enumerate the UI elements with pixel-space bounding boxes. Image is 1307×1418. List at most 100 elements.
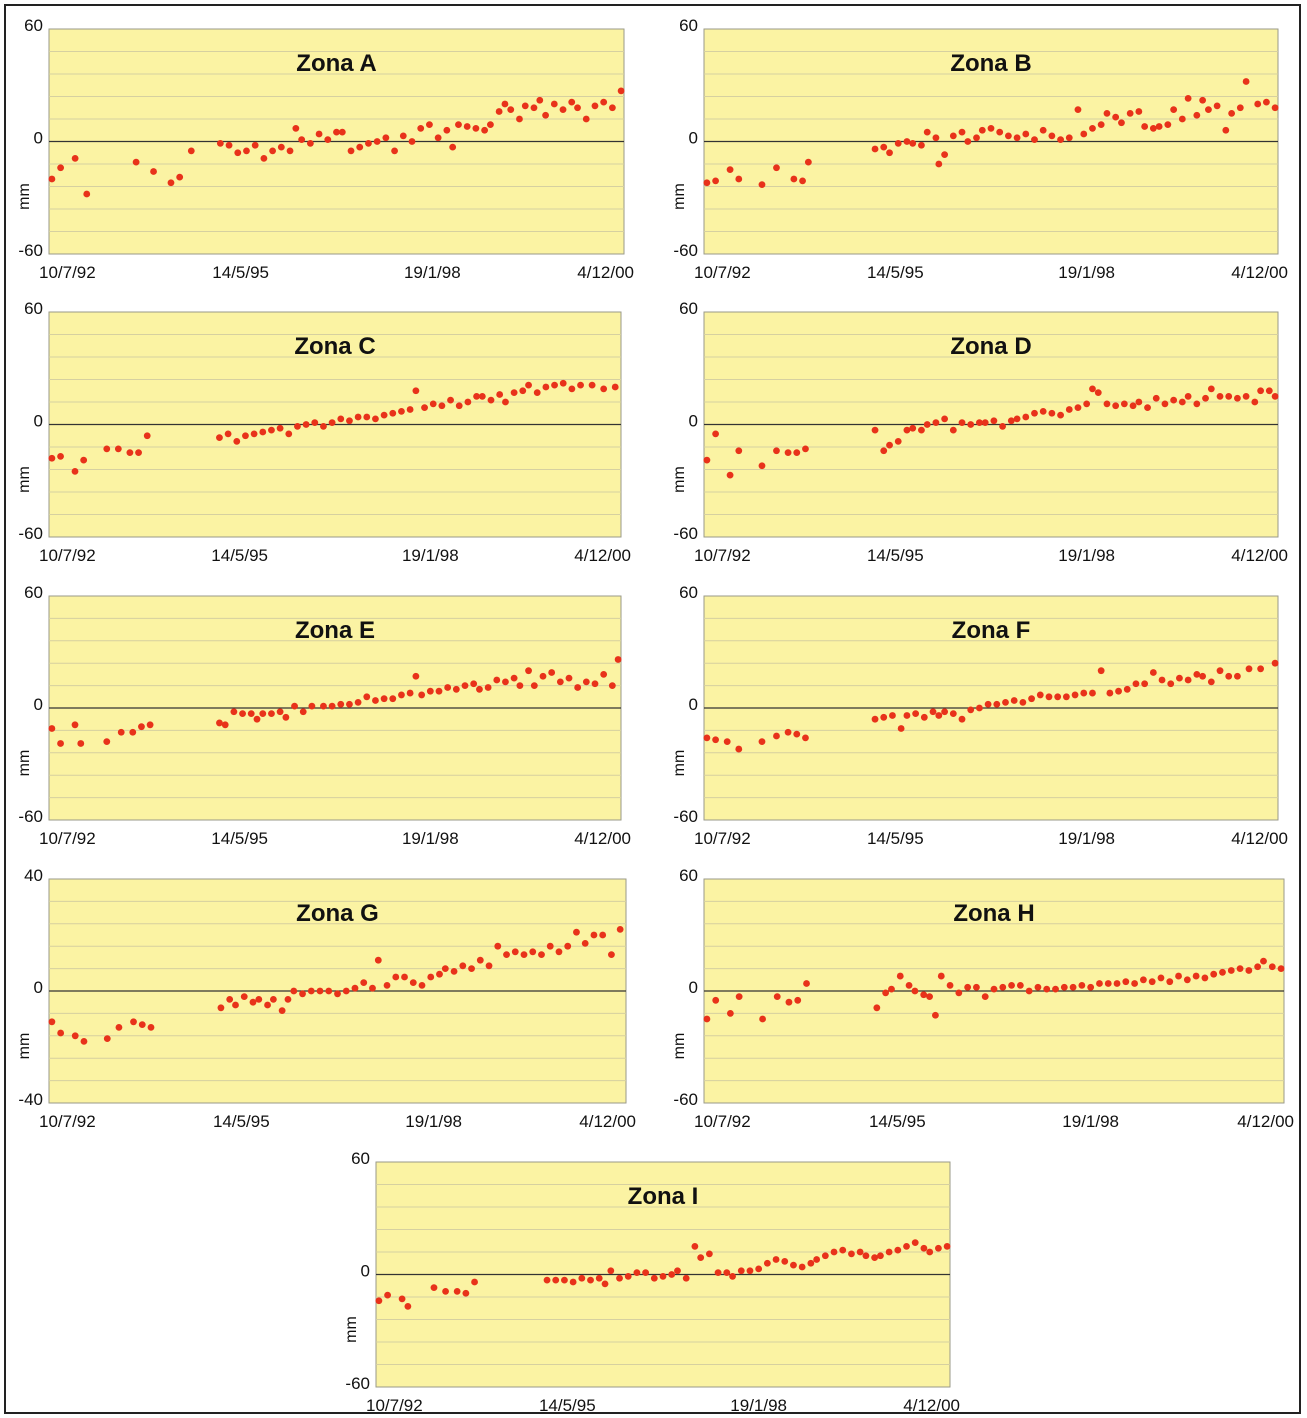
zona-e-data-point <box>461 682 469 689</box>
zona-b-data-point <box>804 158 812 166</box>
zona-g-data-point <box>103 1035 111 1042</box>
zona-b-data-point <box>978 126 986 134</box>
zona-g-data-point <box>520 951 528 958</box>
zona-c-data-point <box>551 381 558 389</box>
zona-d-data-point <box>1135 398 1143 406</box>
zona-i-data-point <box>885 1248 893 1256</box>
zona-a-data-point <box>225 141 233 149</box>
zona-d-data-point <box>1251 398 1259 406</box>
zona-f-data-point <box>1097 667 1105 675</box>
zona-g-x-tick-label: 4/12/00 <box>579 1112 636 1131</box>
zona-b-data-point <box>1112 113 1120 121</box>
zona-b-y-tick-label: 60 <box>679 16 698 35</box>
zona-h-y-tick-label: -60 <box>673 1090 698 1109</box>
zona-i-data-point <box>862 1252 870 1260</box>
zona-c-data-point <box>276 424 284 432</box>
zona-a-data-point <box>347 147 355 155</box>
zona-d-data-point <box>1184 392 1192 400</box>
zona-i-x-tick-label: 19/1/98 <box>730 1396 787 1415</box>
zona-c-data-point <box>568 385 576 393</box>
zona-d-data-point <box>999 422 1006 430</box>
zona-b-data-point <box>1103 109 1111 117</box>
zona-i-data-point <box>790 1261 797 1269</box>
zona-e-y-axis-label: mm <box>16 750 33 777</box>
zona-i-data-point <box>697 1254 705 1262</box>
zona-a-data-point <box>356 143 364 151</box>
zona-h-data-point <box>1008 982 1015 989</box>
zona-h-x-tick-label: 4/12/00 <box>1237 1112 1294 1131</box>
zona-h-data-point <box>896 972 904 980</box>
zona-a-data-point <box>501 100 509 108</box>
zona-a-data-point <box>487 121 494 129</box>
zona-d-data-point <box>1242 392 1250 400</box>
zona-i-data-point <box>561 1276 568 1284</box>
zona-i-data-point <box>755 1265 763 1273</box>
zona-h-y-tick-label: 60 <box>679 866 698 885</box>
zona-e-data-point <box>247 710 255 717</box>
zona-d-data-point <box>784 449 792 457</box>
zona-e-y-tick-label: -60 <box>18 807 43 826</box>
zona-d-data-point <box>932 419 940 427</box>
zona-h-data-point <box>888 985 895 993</box>
zona-a-data-point <box>559 106 567 114</box>
zona-f-x-tick-label: 4/12/00 <box>1231 829 1288 848</box>
zona-a-data-point <box>298 136 306 144</box>
zona-g-data-point <box>427 973 435 981</box>
zona-a-data-point <box>495 108 503 115</box>
zona-g-data-point <box>392 973 400 981</box>
zona-c-x-tick-label: 14/5/95 <box>211 546 268 565</box>
zona-c-data-point <box>502 398 509 406</box>
zona-h-data-point <box>1148 978 1156 986</box>
zona-h-chart: 60 0 -60 mm 10/7/92 14/5/95 19/1/98 4/12/00 Zona… <box>671 866 1294 1131</box>
zona-e-data-point <box>380 695 388 703</box>
zona-h-data-point <box>703 1015 711 1023</box>
zona-e-data-point <box>444 684 452 691</box>
zona-e-data-point <box>320 702 327 710</box>
zona-b-data-point <box>1271 104 1279 112</box>
zona-b-data-point <box>1155 123 1163 130</box>
zona-e-data-point <box>239 710 246 717</box>
zona-e-data-point <box>582 678 590 686</box>
zona-b-y-tick-label: -60 <box>673 241 698 260</box>
zona-h-data-point <box>1175 972 1182 980</box>
zona-g-x-tick-label: 14/5/95 <box>213 1112 270 1131</box>
zona-i-data-point <box>714 1269 722 1277</box>
zona-a-data-point <box>391 147 398 155</box>
zona-d-data-point <box>1094 389 1102 397</box>
zona-c-data-point <box>354 413 362 421</box>
zona-f-data-point <box>1245 665 1253 673</box>
zona-c-data-point <box>577 381 584 389</box>
zona-g-data-point <box>436 970 443 978</box>
zona-c-data-point <box>242 432 249 440</box>
zona-f-y-tick-label: 0 <box>689 695 698 714</box>
zona-c-data-point <box>421 404 428 412</box>
zona-b-data-point <box>1178 115 1186 123</box>
zona-c-data-point <box>346 417 353 425</box>
zona-h-data-point <box>1210 970 1218 978</box>
zona-i-data-point <box>729 1272 736 1280</box>
zona-f-data-point <box>1002 699 1009 706</box>
zona-f-chart: 60 0 -60 mm 10/7/92 14/5/95 19/1/98 4/12/00 Zona… <box>671 583 1288 848</box>
zona-h-data-point <box>1254 963 1262 971</box>
zona-d-y-axis-label: mm <box>671 466 688 493</box>
zona-a-data-point <box>48 175 56 183</box>
zona-e-data-point <box>426 687 434 695</box>
zona-g-data-point <box>599 931 607 939</box>
zona-d-data-point <box>1257 387 1265 395</box>
zona-i-data-point <box>659 1272 667 1280</box>
zona-h-data-point <box>1157 974 1165 982</box>
zona-a-data-point <box>324 136 332 144</box>
zona-b-chart: 60 0 -60 mm 10/7/92 14/5/95 19/1/98 4/12/00 Zona… <box>671 16 1288 282</box>
zona-c-data-point <box>103 445 111 453</box>
zona-h-data-point <box>873 1004 881 1012</box>
zona-g-data-point <box>130 1018 137 1026</box>
zona-a-y-axis-label: mm <box>16 183 33 210</box>
zona-b-data-point <box>773 164 780 172</box>
zona-b-data-point <box>1097 121 1105 129</box>
zona-c-data-point <box>114 445 122 453</box>
zona-i-data-point <box>668 1271 676 1278</box>
zona-b-data-point <box>903 138 911 145</box>
zona-f-data-point <box>993 700 1001 708</box>
zona-a-data-point <box>463 123 471 130</box>
zona-c-data-point <box>559 379 567 387</box>
